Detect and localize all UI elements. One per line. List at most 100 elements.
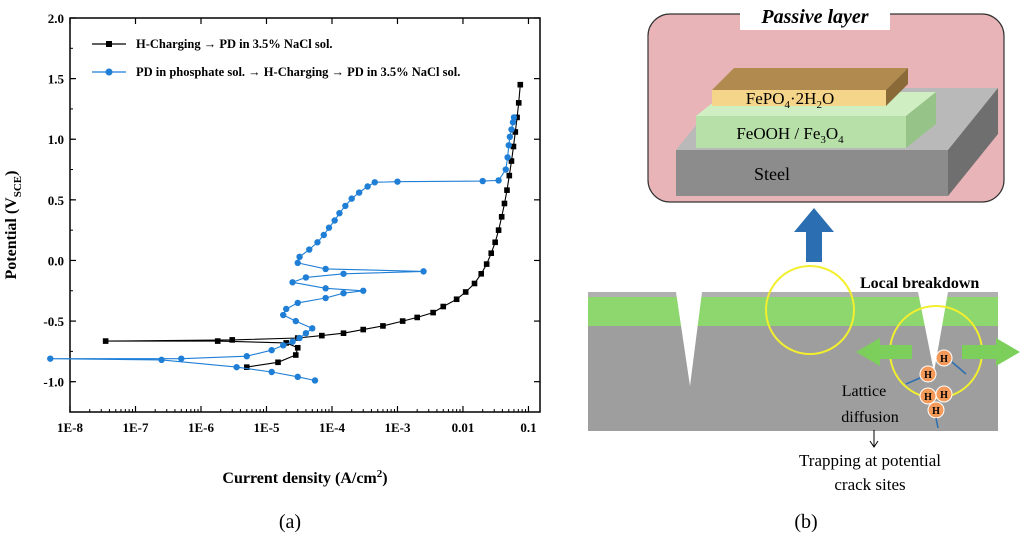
data-point bbox=[506, 133, 514, 141]
data-point bbox=[510, 114, 518, 121]
data-point bbox=[478, 270, 485, 277]
x-tick-label: 0.1 bbox=[520, 420, 536, 435]
blue-up-arrow bbox=[794, 208, 834, 262]
data-point bbox=[296, 334, 303, 342]
trapping-label-2: crack sites bbox=[834, 475, 905, 494]
data-point bbox=[515, 100, 522, 106]
y-tick-label: 0.5 bbox=[48, 193, 65, 208]
data-point bbox=[479, 177, 486, 185]
data-point bbox=[214, 338, 221, 344]
top-layer-front bbox=[712, 90, 886, 106]
y-tick-label: 0.0 bbox=[48, 253, 64, 268]
data-point bbox=[342, 202, 349, 210]
data-point bbox=[243, 364, 250, 370]
steel-front-face bbox=[676, 150, 948, 196]
series-2 bbox=[47, 114, 518, 384]
x-tick-label: 1E-6 bbox=[188, 420, 215, 435]
mid-layer-right bbox=[906, 92, 936, 148]
data-point bbox=[296, 253, 303, 261]
data-point bbox=[340, 270, 347, 277]
data-point bbox=[508, 126, 515, 133]
svg-text:H: H bbox=[940, 390, 948, 401]
top-layer-label: FePO4·2H2O bbox=[746, 89, 834, 111]
data-point bbox=[280, 342, 287, 349]
series-line bbox=[105, 84, 521, 368]
data-point bbox=[462, 289, 469, 295]
data-point bbox=[471, 280, 478, 287]
crack-right bbox=[918, 292, 948, 372]
data-point bbox=[504, 154, 511, 161]
top-layer-top bbox=[712, 68, 908, 90]
data-point bbox=[340, 289, 347, 297]
svg-text:H: H bbox=[924, 370, 932, 381]
data-point bbox=[495, 177, 502, 184]
data-point bbox=[47, 355, 54, 362]
data-point bbox=[294, 299, 301, 307]
data-point bbox=[319, 332, 325, 339]
y-tick-label: 2.0 bbox=[48, 11, 64, 26]
data-point bbox=[280, 311, 287, 319]
caption-b: (b) bbox=[794, 511, 817, 533]
data-point bbox=[340, 330, 347, 336]
x-tick-label: 1E-8 bbox=[57, 420, 84, 435]
data-point bbox=[294, 373, 301, 381]
data-point bbox=[414, 314, 420, 321]
data-point bbox=[309, 325, 316, 332]
data-point bbox=[483, 261, 490, 267]
steel-right-face bbox=[948, 88, 998, 196]
chart-legend: H-Charging → PD in 3.5% NaCl sol. PD in p… bbox=[92, 37, 460, 79]
data-point bbox=[394, 178, 401, 185]
data-point bbox=[488, 250, 495, 256]
data-point bbox=[498, 214, 505, 220]
steel-top-face bbox=[676, 88, 998, 150]
passive-layer-title: Passive layer bbox=[760, 6, 868, 28]
legend-label: H-Charging → PD in 3.5% NaCl sol. bbox=[136, 37, 333, 51]
data-point bbox=[268, 368, 275, 376]
data-point bbox=[325, 224, 333, 231]
y-tick-label: 1.0 bbox=[48, 132, 64, 147]
data-point bbox=[102, 338, 109, 344]
data-point bbox=[506, 172, 513, 179]
data-point bbox=[283, 340, 290, 346]
data-point bbox=[495, 227, 502, 233]
data-point bbox=[360, 287, 367, 294]
legend-marker bbox=[105, 68, 113, 76]
y-tick-label: -1.0 bbox=[43, 375, 64, 390]
svg-text:H: H bbox=[924, 392, 932, 403]
y-tick-label: 1.5 bbox=[48, 72, 65, 87]
data-point bbox=[243, 353, 250, 360]
chart-axes: 1E-8 1E-7 1E-6 1E-5 1E-4 1E-3 0.01 0.1 2.0 1.5 1.0… bbox=[43, 11, 541, 435]
svg-text:H: H bbox=[940, 354, 948, 365]
svg-text:H: H bbox=[932, 406, 940, 417]
data-point bbox=[430, 309, 436, 316]
data-point bbox=[306, 246, 313, 253]
mid-layer-front bbox=[696, 116, 906, 148]
data-point bbox=[320, 231, 327, 239]
data-point bbox=[510, 143, 517, 150]
data-point bbox=[508, 158, 515, 164]
data-point bbox=[268, 346, 275, 354]
data-point bbox=[275, 359, 281, 366]
surface-top-line bbox=[588, 292, 998, 297]
breakdown-circle-right bbox=[889, 305, 983, 399]
data-point bbox=[360, 326, 367, 333]
data-point bbox=[322, 285, 329, 292]
data-point bbox=[229, 337, 236, 343]
data-point bbox=[517, 81, 524, 88]
top-layer-right bbox=[886, 68, 908, 106]
surface-green-layer bbox=[588, 296, 998, 326]
data-point bbox=[302, 330, 310, 337]
data-point bbox=[302, 274, 310, 281]
data-point bbox=[322, 265, 329, 273]
diffusion-label: diffusion bbox=[841, 409, 898, 426]
data-point bbox=[158, 356, 165, 364]
data-point bbox=[440, 303, 447, 310]
data-point bbox=[399, 318, 406, 324]
data-point bbox=[348, 195, 355, 202]
data-point bbox=[292, 317, 299, 325]
data-point bbox=[336, 209, 343, 217]
series-1 bbox=[102, 81, 524, 370]
data-point bbox=[331, 217, 338, 224]
data-point bbox=[504, 187, 510, 193]
data-point bbox=[364, 183, 371, 190]
